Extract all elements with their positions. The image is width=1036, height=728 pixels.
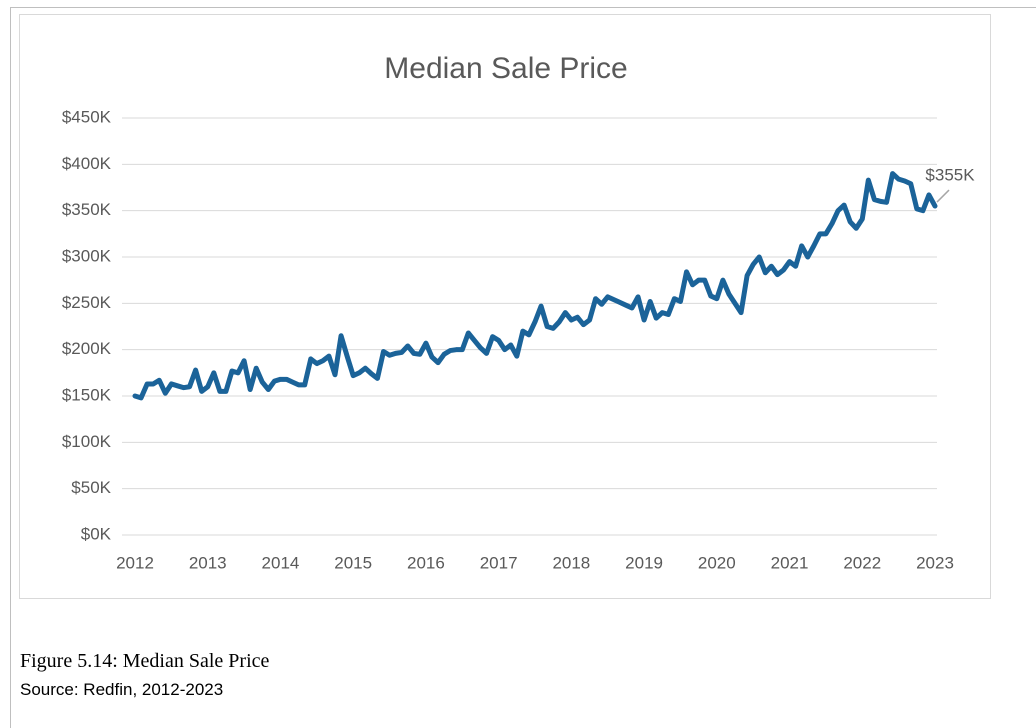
y-tick-label: $300K: [62, 246, 112, 265]
chart-title: Median Sale Price: [384, 52, 627, 85]
series-line: [132, 171, 938, 401]
leader-line: [936, 189, 950, 203]
x-tick-label: 2020: [698, 553, 736, 572]
y-tick-label: $200K: [62, 339, 112, 358]
figure-caption: Figure 5.14: Median Sale Price: [20, 650, 270, 672]
page-frame: [10, 7, 1036, 728]
y-tick-label: $50K: [71, 478, 111, 497]
y-tick-label: $250K: [62, 293, 112, 312]
y-tick-label: $150K: [62, 385, 112, 404]
chart: Median Sale Price $0K $50K $100K $150K $200K…: [19, 14, 991, 599]
y-tick-label: $400K: [62, 154, 112, 173]
y-tick-label: $350K: [62, 200, 112, 219]
x-tick-label: 2017: [480, 553, 518, 572]
data-label: $355K: [925, 166, 975, 185]
x-tick-label: 2018: [552, 553, 590, 572]
x-tick-label: 2023: [916, 553, 954, 572]
x-tick-label: 2019: [625, 553, 663, 572]
x-tick-label: 2021: [771, 553, 809, 572]
chart-frame: [19, 14, 991, 599]
x-tick-label: 2012: [116, 553, 154, 572]
x-tick-label: 2022: [843, 553, 881, 572]
x-tick-label: 2016: [407, 553, 445, 572]
y-tick-label: $450K: [62, 107, 112, 126]
y-tick-label: $100K: [62, 432, 112, 451]
x-tick-label: 2013: [189, 553, 227, 572]
y-tick-label: $0K: [81, 524, 112, 543]
x-tick-label: 2014: [262, 553, 300, 572]
page: {"chart_data": {"type": "line", "title":…: [10, 7, 1036, 728]
x-tick-label: 2015: [334, 553, 372, 572]
figure-source: Source: Redfin, 2012-2023: [20, 680, 224, 699]
